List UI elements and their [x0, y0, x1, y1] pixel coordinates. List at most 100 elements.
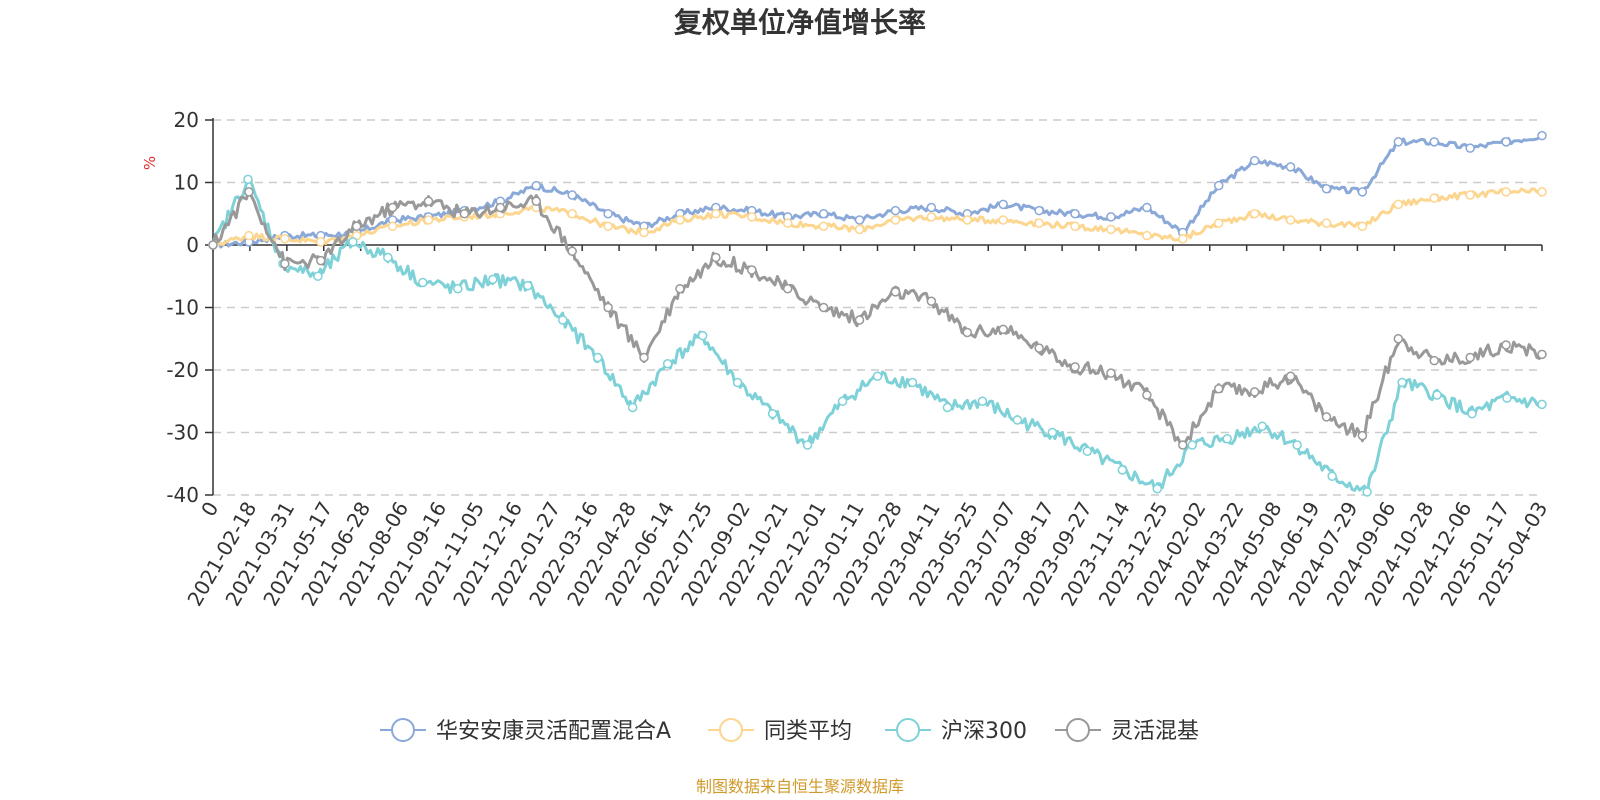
data-point	[926, 296, 937, 306]
data-point	[592, 352, 603, 363]
data-point	[495, 202, 506, 213]
y-tick-label: 0	[186, 233, 199, 257]
data-point	[418, 277, 428, 288]
data-point	[1285, 215, 1296, 225]
data-point	[907, 377, 918, 388]
legend-marker	[896, 718, 920, 742]
data-point	[531, 180, 542, 191]
data-point	[280, 234, 290, 244]
data-point	[1142, 230, 1152, 241]
data-point	[1397, 377, 1407, 388]
data-point	[208, 240, 218, 250]
data-point	[567, 209, 577, 219]
series-line	[211, 187, 1544, 447]
data-point	[1465, 190, 1475, 200]
data-point	[603, 209, 613, 219]
data-point	[1357, 221, 1368, 231]
data-point	[697, 330, 708, 341]
y-tick-label: 20	[174, 108, 199, 132]
data-point	[1178, 234, 1188, 244]
data-point	[1465, 143, 1475, 153]
legend-marker	[391, 718, 415, 742]
data-point	[1082, 446, 1093, 456]
data-point	[1070, 362, 1080, 372]
data-point	[1117, 465, 1128, 475]
data-point	[926, 202, 937, 213]
data-point	[1429, 355, 1439, 366]
data-point	[1249, 209, 1260, 219]
data-point	[1467, 409, 1477, 419]
data-point	[1393, 137, 1404, 147]
data-point	[313, 271, 323, 281]
data-point	[1222, 434, 1232, 444]
data-point	[488, 274, 498, 285]
y-tick-label: 10	[174, 171, 199, 195]
data-point	[244, 187, 254, 197]
data-point	[998, 215, 1008, 225]
data-point	[802, 440, 813, 450]
data-point	[767, 409, 778, 419]
data-point	[1502, 393, 1512, 403]
data-point	[523, 280, 533, 291]
data-point	[1537, 187, 1547, 197]
data-point	[1501, 187, 1511, 197]
data-point	[1393, 199, 1404, 210]
data-point	[977, 396, 988, 406]
data-point	[639, 352, 649, 363]
data-point	[567, 246, 577, 256]
y-tick-label: -20	[166, 358, 199, 382]
legend[interactable]: 华安安康灵活配置混合A 同类平均 沪深300 灵活混基	[380, 718, 1199, 744]
y-tick-label: -30	[166, 421, 199, 445]
legend-label: 同类平均	[764, 719, 852, 744]
data-point	[837, 396, 848, 406]
data-point	[998, 199, 1008, 210]
data-point	[1012, 415, 1023, 425]
data-point	[557, 315, 568, 325]
data-point	[782, 218, 793, 228]
data-point	[1034, 205, 1044, 216]
data-point	[1327, 471, 1337, 481]
data-point	[675, 215, 685, 225]
data-point	[732, 377, 743, 388]
legend-label: 沪深300	[941, 719, 1027, 744]
data-point	[1537, 399, 1547, 410]
data-point	[962, 215, 973, 225]
data-point	[1142, 202, 1152, 213]
legend-item[interactable]: 沪深300	[885, 718, 1027, 744]
y-tick-label: -40	[166, 483, 199, 507]
legend-item[interactable]: 同类平均	[708, 718, 852, 744]
data-point	[243, 174, 253, 185]
data-point	[1429, 137, 1439, 147]
data-point	[890, 205, 901, 216]
data-point	[387, 221, 398, 231]
data-source-note: 制图数据来自恒生聚源数据库	[696, 777, 904, 796]
data-point	[627, 402, 638, 413]
legend-marker	[719, 718, 743, 742]
data-point	[747, 265, 757, 275]
legend-item[interactable]: 华安安康灵活配置混合A	[380, 718, 671, 744]
data-point	[531, 196, 542, 206]
data-point	[1321, 218, 1332, 228]
data-point	[782, 284, 793, 294]
data-point	[423, 215, 434, 225]
data-point	[1429, 193, 1439, 203]
data-point	[383, 252, 393, 263]
data-point	[1292, 440, 1302, 450]
data-point	[1213, 384, 1224, 394]
data-point	[603, 302, 613, 313]
data-point	[1178, 440, 1188, 450]
data-point	[818, 209, 829, 219]
data-point	[854, 315, 865, 325]
data-point	[639, 227, 649, 238]
series-line	[211, 187, 1543, 247]
data-point	[926, 212, 937, 222]
data-point	[603, 221, 613, 231]
data-point	[1213, 218, 1224, 228]
data-point	[423, 196, 434, 206]
legend-item[interactable]: 灵活混基	[1055, 718, 1199, 744]
data-point	[1432, 390, 1442, 400]
data-point	[1249, 387, 1260, 397]
data-point	[942, 402, 953, 413]
legend-marker	[1066, 718, 1090, 742]
data-point	[1047, 427, 1058, 438]
